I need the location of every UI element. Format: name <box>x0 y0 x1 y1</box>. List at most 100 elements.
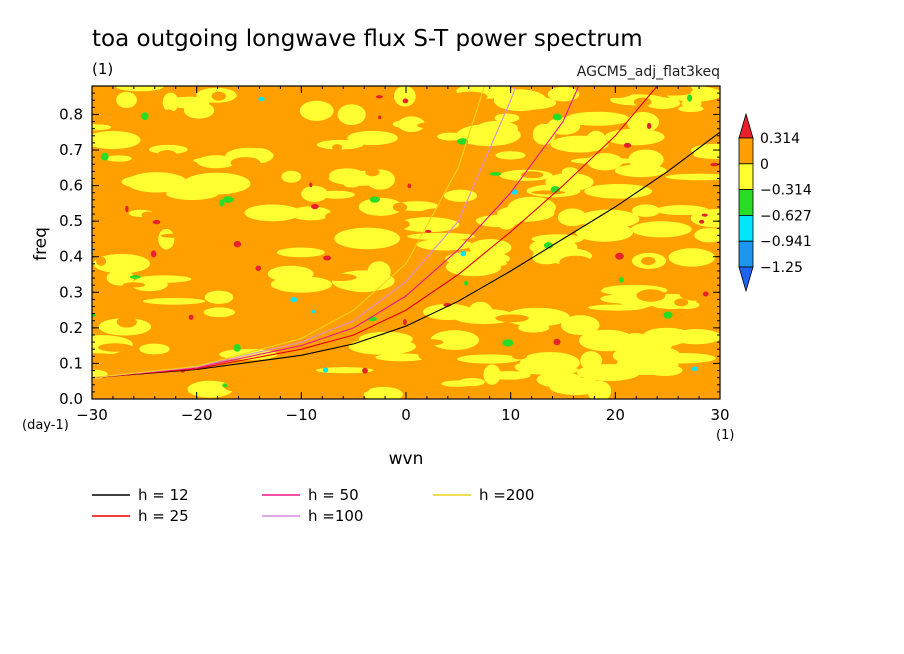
field-patch <box>500 264 538 270</box>
field-patch <box>495 151 526 160</box>
field-patch <box>445 257 502 277</box>
field-patch <box>325 210 358 223</box>
field-patch <box>122 282 146 288</box>
field-patch <box>691 143 720 157</box>
field-patch <box>155 137 172 142</box>
field-patch <box>511 146 522 152</box>
field-spot <box>663 311 673 319</box>
y-axis: 0.0 0.1 0.2 0.3 0.4 0.5 0.6 0.7 0.8 <box>59 85 720 408</box>
field-patch <box>242 273 263 283</box>
field-spot <box>129 275 141 279</box>
field-patch <box>529 238 578 256</box>
field-patch <box>224 381 260 393</box>
field-patch <box>421 339 444 346</box>
field-patch <box>672 311 699 322</box>
field-patch <box>196 155 237 169</box>
field-patch <box>292 148 321 154</box>
field-spot <box>92 313 96 318</box>
field-patch <box>417 122 444 129</box>
colorbar-bottom-arrow <box>738 266 754 293</box>
field-patch <box>494 113 520 123</box>
legend-label: h =100 <box>308 507 363 525</box>
field-spot <box>407 183 412 189</box>
field-patch <box>630 221 692 238</box>
colorbar-segment <box>738 214 754 242</box>
colorbar-label: 0.314 <box>760 131 800 147</box>
field-spot <box>403 318 407 326</box>
y-tick-label: 0.8 <box>59 105 83 123</box>
field-spot <box>258 96 265 102</box>
field-patch <box>512 352 528 360</box>
field-patch <box>665 173 720 181</box>
field-patch <box>679 288 711 301</box>
field-spot <box>710 162 719 167</box>
power-spectrum-field <box>92 86 720 399</box>
x-tick-label: 0 <box>401 406 411 424</box>
field-patch <box>579 329 635 352</box>
field-spot <box>489 171 502 176</box>
field-patch <box>348 338 416 355</box>
field-spot <box>255 265 262 272</box>
legend-label: h = 50 <box>308 486 359 504</box>
field-patch <box>315 367 374 374</box>
field-patch <box>92 124 112 131</box>
field-patch <box>301 185 328 202</box>
field-patch <box>139 343 170 355</box>
field-patch <box>674 298 689 307</box>
y-tick-label: 0.7 <box>59 141 83 159</box>
field-spot <box>456 138 469 145</box>
field-spot <box>464 280 469 286</box>
field-spot <box>233 240 242 248</box>
y-tick-label: 0.2 <box>59 319 83 337</box>
field-spot <box>699 219 705 224</box>
field-patch <box>268 288 281 298</box>
y-tick-label: 0.1 <box>59 354 83 372</box>
field-spot <box>701 213 708 217</box>
field-patch <box>166 120 188 125</box>
field-patch <box>281 170 302 183</box>
field-patch <box>98 343 133 352</box>
field-spot <box>309 182 313 188</box>
field-spot <box>550 186 561 193</box>
field-patch <box>633 97 652 107</box>
field-patch <box>106 270 135 286</box>
field-patch <box>468 260 508 267</box>
field-patch <box>313 182 335 187</box>
field-spot <box>615 252 624 260</box>
field-spot <box>323 255 331 261</box>
field-spot <box>623 142 632 148</box>
field-patch <box>559 255 592 269</box>
field-patch <box>614 164 667 178</box>
run-label: AGCM5_adj_flat3keq <box>577 64 720 80</box>
field-spot <box>362 367 368 374</box>
field-patch <box>547 86 580 102</box>
field-patch <box>347 130 398 146</box>
field-spot <box>618 277 624 283</box>
field-patch <box>136 275 192 283</box>
field-patch <box>358 197 403 216</box>
field-patch <box>121 175 170 189</box>
field-patch <box>495 314 529 323</box>
field-patch <box>636 289 666 302</box>
field-patch <box>329 168 365 182</box>
x-tick-label: 30 <box>710 406 729 424</box>
colorbar-label: 0 <box>760 157 769 173</box>
field-patch <box>649 353 716 364</box>
field-patch <box>116 316 137 328</box>
field-patch <box>575 222 634 242</box>
field-spot <box>691 366 698 372</box>
field-patch <box>115 86 164 92</box>
field-patch <box>507 196 556 219</box>
x-tick-label: 20 <box>606 406 625 424</box>
legend-label: h = 25 <box>138 507 189 525</box>
field-patch <box>378 218 410 231</box>
field-patch <box>584 183 653 199</box>
colorbar-segment <box>738 189 754 216</box>
field-patch <box>334 321 355 332</box>
field-spot <box>702 291 709 297</box>
legend-label: h = 12 <box>138 486 189 504</box>
field-spot <box>222 383 228 388</box>
field-patch <box>116 91 137 108</box>
field-spot <box>100 152 109 161</box>
field-spot <box>687 94 693 102</box>
